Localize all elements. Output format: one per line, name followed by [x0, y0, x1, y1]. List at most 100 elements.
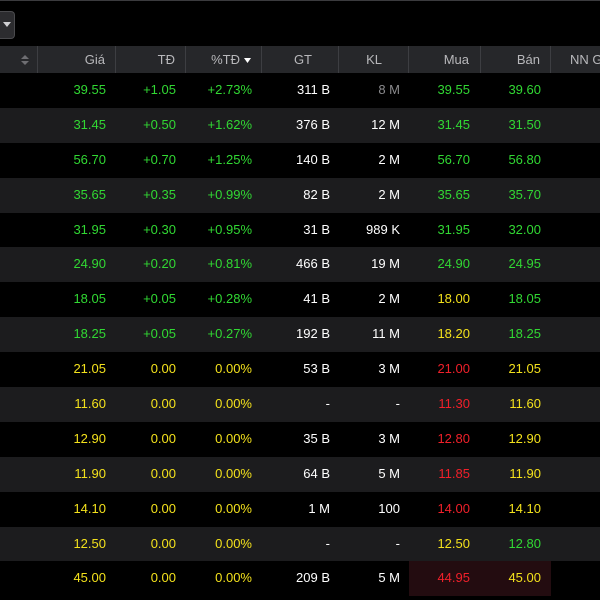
cell-buy: 35.65 [437, 186, 470, 202]
cell-pct: +0.28% [207, 291, 252, 307]
cell-sell: 12.80 [508, 535, 541, 551]
cell-price: 11.90 [74, 465, 106, 481]
header-cell-bid[interactable]: Mua [409, 46, 481, 73]
cell-gt: 311 B [296, 82, 330, 97]
cell-kl: 2 M [378, 186, 400, 202]
cell-sell: 12.90 [508, 430, 541, 446]
dropdown-button[interactable] [0, 11, 15, 39]
cell-buy: 11.85 [438, 465, 470, 481]
table-row[interactable]: 11.60 0.00 0.00% - - 11.30 11.60 [0, 387, 600, 422]
cell-price: 31.95 [73, 221, 106, 237]
cell-pct: +0.27% [207, 326, 252, 342]
cell-buy: 24.90 [437, 256, 470, 272]
cell-change: 0.00 [150, 570, 176, 586]
header-cell-value[interactable]: GT [262, 46, 339, 73]
cell-change: +0.50 [143, 116, 176, 132]
cell-pct: +0.81% [207, 256, 252, 272]
table-row[interactable]: 35.65 +0.35 +0.99% 82 B 2 M 35.65 35.70 [0, 177, 600, 213]
cell-change: 0.00 [150, 361, 176, 377]
cell-gt: 466 B [296, 256, 330, 272]
cell-kl: 3 M [378, 361, 400, 377]
cell-pct: 0.00% [215, 535, 252, 551]
table-row[interactable]: 14.10 0.00 0.00% 1 M 100 14.00 14.10 [0, 491, 600, 527]
cell-gt: 35 B [303, 430, 330, 446]
table-row[interactable]: 12.50 0.00 0.00% - - 12.50 12.80 [0, 526, 600, 562]
cell-gt: 31 B [303, 221, 330, 237]
cell-gt: 1 M [308, 500, 330, 516]
cell-price: 18.05 [73, 291, 106, 307]
cell-change: +0.70 [143, 151, 176, 167]
cell-gt: 209 B [296, 570, 330, 586]
chevron-down-icon [3, 22, 11, 27]
table-row[interactable]: 21.05 0.00 0.00% 53 B 3 M 21.00 21.05 [0, 352, 600, 388]
cell-buy: 12.80 [437, 430, 470, 446]
cell-change: 0.00 [150, 535, 176, 551]
cell-price: 21.05 [73, 361, 106, 377]
cell-change: +0.30 [143, 221, 176, 237]
table-row[interactable]: 11.90 0.00 0.00% 64 B 5 M 11.85 11.90 [0, 456, 600, 492]
table-row[interactable]: 31.45 +0.50 +1.62% 376 B 12 M 31.45 31.50 [0, 107, 600, 143]
cell-kl: 11 M [372, 326, 400, 342]
cell-gt: 53 B [303, 361, 330, 377]
cell-change: +0.20 [143, 256, 176, 272]
cell-kl: - [395, 535, 400, 551]
cell-change: 0.00 [150, 430, 176, 446]
cell-pct: +2.73% [207, 82, 252, 97]
cell-buy: 21.00 [437, 361, 470, 377]
cell-buy: 56.70 [437, 151, 470, 167]
cell-pct: +0.95% [207, 221, 252, 237]
cell-kl: 5 M [378, 570, 400, 586]
table-row[interactable]: 18.25 +0.05 +0.27% 192 B 11 M 18.20 18.25 [0, 317, 600, 353]
cell-pct: +1.25% [207, 151, 252, 167]
cell-pct: 0.00% [215, 500, 252, 516]
cell-pct: 0.00% [215, 570, 252, 586]
cell-kl: 8 M [378, 82, 400, 97]
cell-price: 31.45 [73, 116, 106, 132]
cell-sell: 14.10 [508, 500, 541, 516]
toolbar [0, 0, 600, 47]
cell-price: 11.60 [74, 396, 106, 412]
header-cell-volume[interactable]: KL [339, 46, 409, 73]
cell-pct: 0.00% [215, 396, 252, 412]
cell-kl: 12 M [371, 116, 400, 132]
cell-sell: 35.70 [508, 186, 541, 202]
cell-gt: 376 B [296, 116, 330, 132]
cell-change: +0.35 [143, 186, 176, 202]
table-row[interactable]: 12.90 0.00 0.00% 35 B 3 M 12.80 12.90 [0, 421, 600, 457]
cell-kl: 2 M [378, 151, 400, 167]
cell-gt: - [325, 396, 330, 412]
cell-price: 12.90 [73, 430, 106, 446]
cell-gt: 82 B [303, 186, 330, 202]
cell-price: 24.90 [73, 256, 106, 272]
cell-pct: 0.00% [215, 465, 252, 481]
cell-pct: 0.00% [215, 361, 252, 377]
cell-sell: 39.60 [508, 82, 541, 97]
cell-sell: 21.05 [508, 361, 541, 377]
cell-buy: 18.00 [437, 291, 470, 307]
cell-kl: 2 M [378, 291, 400, 307]
cell-change: +0.05 [143, 326, 176, 342]
cell-sell: 11.90 [509, 465, 541, 481]
table-row[interactable]: 56.70 +0.70 +1.25% 140 B 2 M 56.70 56.80 [0, 142, 600, 178]
cell-gt: - [325, 535, 330, 551]
header-cell-foreign[interactable]: NN G [570, 52, 600, 67]
cell-pct: +0.99% [207, 186, 252, 202]
cell-change: +0.05 [143, 291, 176, 307]
sort-descending-icon [244, 58, 251, 64]
header-cell-pct-change[interactable]: %TĐ [186, 46, 262, 73]
cell-gt: 192 B [296, 326, 330, 342]
table-row[interactable]: 39.55 +1.05 +2.73% 311 B 8 M 39.55 39.60 [0, 73, 600, 108]
header-cell-ask[interactable]: Bán [481, 46, 551, 73]
header-cell-symbol[interactable] [0, 46, 38, 73]
cell-pct: +1.62% [207, 116, 252, 132]
header-cell-price[interactable]: Giá [38, 46, 116, 73]
cell-gt: 41 B [303, 291, 330, 307]
cell-price: 56.70 [73, 151, 106, 167]
table-row[interactable]: 24.90 +0.20 +0.81% 466 B 19 M 24.90 24.95 [0, 247, 600, 283]
table-row[interactable]: 18.05 +0.05 +0.28% 41 B 2 M 18.00 18.05 [0, 282, 600, 318]
table-row[interactable]: 31.95 +0.30 +0.95% 31 B 989 K 31.95 32.00 [0, 212, 600, 248]
table-body: 39.55 +1.05 +2.73% 311 B 8 M 39.55 39.60 31.45 +… [0, 73, 600, 597]
cell-price: 35.65 [73, 186, 106, 202]
header-cell-change[interactable]: TĐ [116, 46, 186, 73]
